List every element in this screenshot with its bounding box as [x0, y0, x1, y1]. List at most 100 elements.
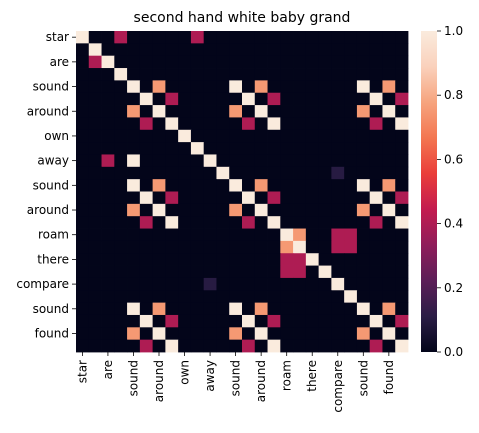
heatmap-cell [369, 314, 383, 328]
heatmap-cell [165, 228, 179, 242]
heatmap-cell [88, 314, 102, 328]
heatmap-cell [139, 290, 154, 304]
heatmap-cell [229, 154, 243, 168]
heatmap-cell [139, 216, 154, 229]
heatmap-cell [216, 228, 230, 242]
heatmap-cell [369, 142, 383, 155]
heatmap-cell [293, 314, 307, 328]
heatmap-cell [152, 117, 166, 131]
heatmap-cell [178, 80, 192, 94]
heatmap-cell [331, 154, 345, 168]
heatmap-cell [318, 154, 332, 168]
heatmap-cell [382, 339, 396, 353]
heatmap-cell [356, 216, 371, 229]
y-tick-label: sound [33, 80, 69, 94]
heatmap-cell [114, 92, 128, 106]
heatmap-cell [331, 166, 345, 180]
heatmap-cell [114, 314, 128, 328]
heatmap-cell [216, 179, 230, 192]
heatmap-cell [369, 68, 383, 81]
heatmap-cell [305, 302, 320, 316]
heatmap-cell [178, 43, 192, 57]
heatmap-cell [382, 92, 396, 106]
heatmap-cell [152, 80, 166, 94]
heatmap-cell [318, 68, 332, 81]
heatmap-cell [356, 154, 371, 168]
colorbar-tick-label: 0.2 [444, 281, 463, 295]
x-tick-label: away [203, 360, 217, 392]
heatmap-cell [139, 142, 154, 155]
heatmap-cell [395, 216, 409, 229]
heatmap-cell [382, 277, 396, 291]
heatmap-cell [190, 253, 205, 266]
heatmap-cell [254, 265, 268, 279]
heatmap-cell [382, 314, 396, 328]
heatmap-cell [76, 105, 90, 118]
heatmap-cell [254, 191, 268, 205]
heatmap-cell [344, 129, 358, 143]
y-tick-label: sound [33, 178, 69, 192]
heatmap-cell [114, 216, 128, 229]
heatmap-cell [88, 68, 102, 81]
heatmap-cell [165, 290, 179, 304]
y-tick-label: are [50, 55, 69, 69]
heatmap-cell [127, 129, 141, 143]
heatmap-cell [203, 154, 217, 168]
heatmap-cell [344, 339, 358, 353]
heatmap-cell [356, 203, 371, 217]
heatmap-cell [254, 240, 268, 254]
heatmap-cell [344, 55, 358, 69]
heatmap-cell [254, 339, 268, 353]
heatmap-cell [344, 302, 358, 316]
heatmap-cell [216, 314, 230, 328]
heatmap-cell [178, 277, 192, 291]
heatmap-cell [369, 154, 383, 168]
heatmap-cell [280, 277, 294, 291]
heatmap-cell [101, 142, 115, 155]
heatmap-cell [356, 314, 371, 328]
heatmap-cell [242, 68, 256, 81]
heatmap-cell [190, 277, 205, 291]
heatmap-cell [382, 302, 396, 316]
y-tick-label: sound [33, 302, 69, 316]
heatmap-cell [152, 339, 166, 353]
heatmap-cell [127, 203, 141, 217]
heatmap-cell [293, 240, 307, 254]
heatmap-cell [76, 253, 90, 266]
heatmap-cell [305, 339, 320, 353]
heatmap-cell [344, 43, 358, 57]
heatmap-cell [356, 105, 371, 118]
heatmap-cell [178, 92, 192, 106]
heatmap-cell [229, 228, 243, 242]
heatmap-cell [101, 117, 115, 131]
heatmap-cell [280, 191, 294, 205]
heatmap-cell [165, 55, 179, 69]
heatmap-cell [254, 216, 268, 229]
heatmap-cell [293, 203, 307, 217]
heatmap-cell [152, 253, 166, 266]
heatmap-cell [190, 166, 205, 180]
heatmap-cell [76, 166, 90, 180]
heatmap-cell [76, 327, 90, 341]
heatmap-cell [127, 92, 141, 106]
heatmap-cell [242, 105, 256, 118]
heatmap-cell [139, 302, 154, 316]
y-tick-label: star [46, 30, 69, 44]
heatmap-cell [139, 105, 154, 118]
heatmap-cell [152, 265, 166, 279]
heatmap-cell [101, 31, 115, 44]
heatmap-cell [139, 117, 154, 131]
heatmap-cell [114, 129, 128, 143]
heatmap-cell [101, 154, 115, 168]
heatmap-cell [356, 290, 371, 304]
heatmap-cell [101, 253, 115, 266]
colorbar-tick-label: 0.8 [444, 88, 463, 102]
heatmap-cell [114, 265, 128, 279]
heatmap-cell [395, 265, 409, 279]
heatmap-cell [344, 240, 358, 254]
heatmap-cell [114, 203, 128, 217]
x-tick-label: star [75, 360, 89, 383]
heatmap-cell [114, 277, 128, 291]
heatmap-cell [127, 327, 141, 341]
heatmap-cell [318, 240, 332, 254]
